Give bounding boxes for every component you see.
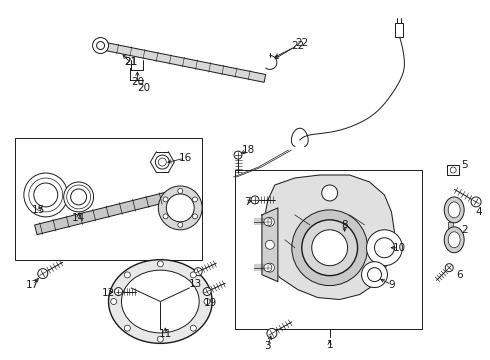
Circle shape — [204, 298, 210, 305]
Bar — [15, 138, 202, 260]
Text: 10: 10 — [393, 243, 406, 253]
Circle shape — [71, 189, 87, 205]
Circle shape — [194, 268, 202, 276]
Text: 11: 11 — [159, 329, 172, 339]
Bar — [235, 170, 422, 329]
Polygon shape — [35, 190, 176, 235]
Circle shape — [203, 288, 211, 296]
Ellipse shape — [448, 232, 460, 248]
Circle shape — [166, 194, 194, 222]
Circle shape — [93, 37, 108, 54]
Circle shape — [178, 222, 183, 227]
Text: 18: 18 — [242, 145, 255, 155]
Text: 21: 21 — [124, 58, 137, 67]
Circle shape — [64, 182, 94, 212]
Text: 1: 1 — [326, 340, 333, 350]
Text: 14: 14 — [72, 213, 85, 223]
Polygon shape — [100, 42, 266, 82]
Polygon shape — [262, 208, 278, 282]
Text: 13: 13 — [189, 279, 202, 289]
Circle shape — [97, 41, 104, 50]
Text: 20: 20 — [137, 84, 150, 93]
Circle shape — [368, 268, 382, 282]
Text: 2: 2 — [461, 225, 467, 235]
Circle shape — [367, 230, 402, 266]
Circle shape — [24, 173, 68, 217]
Circle shape — [178, 189, 183, 193]
Text: 3: 3 — [265, 341, 271, 351]
Ellipse shape — [122, 270, 199, 333]
Text: 9: 9 — [388, 280, 395, 289]
Circle shape — [322, 185, 338, 201]
Circle shape — [266, 263, 274, 272]
Circle shape — [445, 264, 453, 272]
Bar — [448, 222, 453, 242]
Circle shape — [115, 288, 122, 296]
Circle shape — [157, 336, 163, 342]
Circle shape — [292, 210, 368, 285]
Text: 15: 15 — [32, 205, 46, 215]
Text: 6: 6 — [456, 270, 463, 280]
Ellipse shape — [444, 197, 464, 223]
Ellipse shape — [448, 202, 460, 218]
Circle shape — [251, 196, 259, 204]
Circle shape — [111, 298, 117, 305]
Circle shape — [362, 262, 388, 288]
Circle shape — [38, 269, 48, 279]
Text: 20: 20 — [131, 77, 144, 87]
Circle shape — [34, 183, 58, 207]
Circle shape — [302, 220, 358, 276]
Circle shape — [471, 197, 481, 207]
Circle shape — [374, 238, 394, 258]
Circle shape — [163, 214, 168, 219]
Text: 21: 21 — [124, 58, 137, 67]
Ellipse shape — [108, 260, 212, 343]
Circle shape — [312, 230, 347, 266]
Polygon shape — [262, 175, 394, 300]
Circle shape — [155, 155, 169, 169]
Circle shape — [157, 261, 163, 267]
Text: 8: 8 — [342, 220, 348, 230]
Circle shape — [124, 325, 130, 331]
Circle shape — [190, 325, 196, 331]
Circle shape — [124, 272, 130, 278]
Ellipse shape — [444, 227, 464, 253]
Text: 19: 19 — [203, 297, 217, 307]
Circle shape — [190, 272, 196, 278]
Circle shape — [193, 197, 197, 202]
Circle shape — [163, 197, 168, 202]
Circle shape — [158, 158, 166, 166]
Text: 12: 12 — [102, 288, 115, 298]
Bar — [447, 165, 459, 175]
Circle shape — [158, 186, 202, 230]
Circle shape — [234, 151, 242, 159]
Text: 22: 22 — [291, 41, 304, 50]
Circle shape — [193, 214, 197, 219]
Text: 4: 4 — [476, 207, 483, 217]
Text: 7: 7 — [244, 197, 250, 207]
Circle shape — [264, 264, 272, 272]
Text: 16: 16 — [179, 153, 192, 163]
Text: 5: 5 — [461, 160, 467, 170]
Circle shape — [267, 328, 277, 338]
Circle shape — [264, 218, 272, 226]
Circle shape — [266, 217, 274, 226]
Bar — [395, 23, 403, 37]
Circle shape — [266, 240, 274, 249]
Text: 17: 17 — [26, 280, 40, 289]
Text: 22: 22 — [295, 37, 308, 48]
